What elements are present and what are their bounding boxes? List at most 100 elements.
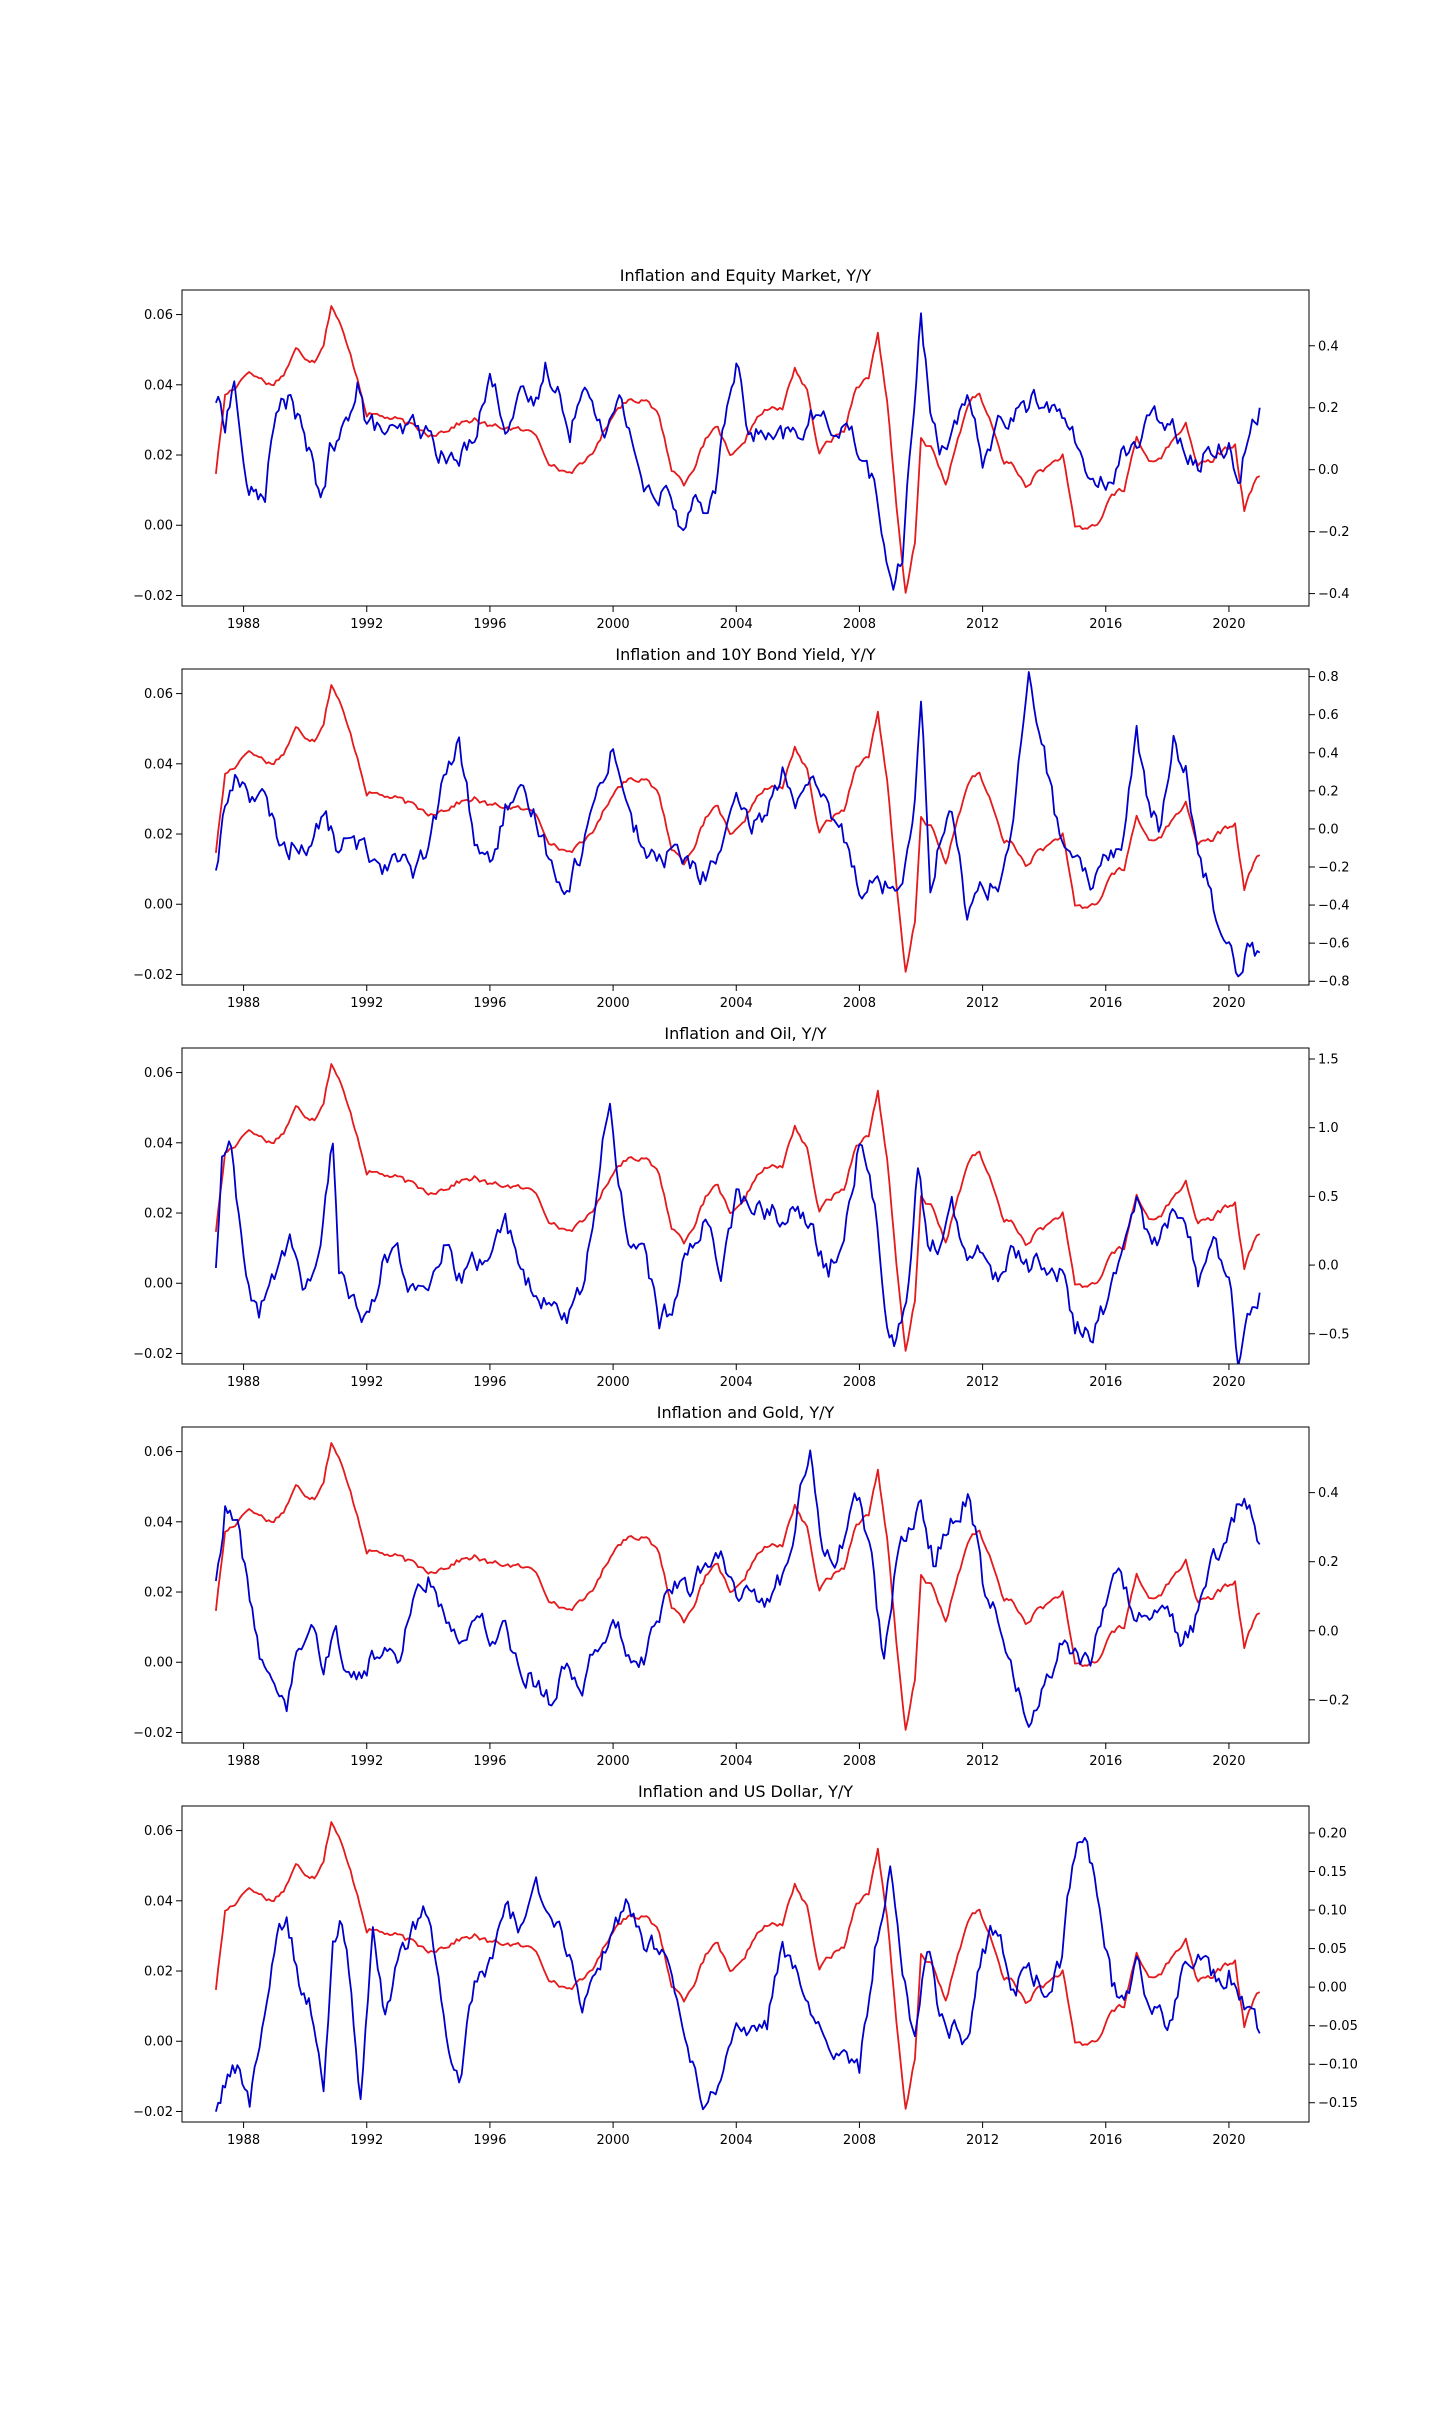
- x-tick-label: 1988: [227, 1754, 260, 1769]
- x-tick-label: 1996: [473, 2133, 506, 2148]
- right-y-tick-label: −0.2: [1318, 1693, 1350, 1708]
- left-y-tick-label: 0.00: [144, 1656, 173, 1671]
- right-y-tick-label: 1.0: [1318, 1121, 1339, 1136]
- panel-inflation-and-oil-y-y: Inflation and Oil, Y/Y 1988 1992 1996 2000 20…: [133, 1024, 1349, 1390]
- series-line-10y-bond-yield-y-y: [215, 671, 1261, 978]
- x-tick-label: 2008: [843, 617, 876, 632]
- right-y-tick-label: −0.4: [1318, 587, 1350, 602]
- x-tick-label: 1996: [473, 1754, 506, 1769]
- left-y-tick-label: 0.06: [144, 1445, 173, 1460]
- right-y-tick-label: 0.2: [1318, 784, 1339, 799]
- right-y-tick-label: 0.0: [1318, 822, 1339, 837]
- x-tick-label: 1988: [227, 617, 260, 632]
- left-y-tick-label: 0.04: [144, 1515, 173, 1530]
- panel-title: Inflation and Oil, Y/Y: [664, 1024, 826, 1043]
- right-y-tick-label: 0.20: [1318, 1826, 1347, 1841]
- series-line-equity-market-y-y: [215, 312, 1261, 591]
- right-y-tick-label: −0.2: [1318, 860, 1350, 875]
- left-y-tick-label: 0.00: [144, 519, 173, 534]
- right-y-tick-label: 0.2: [1318, 1555, 1339, 1570]
- x-tick-label: 2004: [720, 1754, 753, 1769]
- right-y-tick-label: −0.5: [1318, 1327, 1350, 1342]
- x-tick-label: 1988: [227, 996, 260, 1011]
- right-y-tick-label: 0.0: [1318, 1259, 1339, 1274]
- right-y-tick-label: 0.4: [1318, 339, 1339, 354]
- left-y-tick-label: 0.06: [144, 687, 173, 702]
- right-y-tick-label: 0.6: [1318, 708, 1339, 723]
- right-y-tick-label: 0.5: [1318, 1190, 1339, 1205]
- panel-inflation-and-10y-bond-yield-y-y: Inflation and 10Y Bond Yield, Y/Y 1988 199…: [133, 645, 1349, 1011]
- series-line-inflation-y-y: [215, 684, 1261, 973]
- x-tick-label: 2016: [1089, 617, 1122, 632]
- left-y-tick-label: 0.02: [144, 449, 173, 464]
- x-tick-label: 2008: [843, 1375, 876, 1390]
- series-line-inflation-y-y: [215, 305, 1261, 594]
- x-tick-label: 2004: [720, 996, 753, 1011]
- x-tick-label: 2008: [843, 2133, 876, 2148]
- right-y-tick-label: 0.15: [1318, 1865, 1347, 1880]
- x-tick-label: 1992: [350, 2133, 383, 2148]
- x-tick-label: 2016: [1089, 2133, 1122, 2148]
- x-tick-label: 2000: [597, 2133, 630, 2148]
- series-line-inflation-y-y: [215, 1821, 1261, 2110]
- right-y-tick-label: 0.0: [1318, 463, 1339, 478]
- right-y-tick-label: −0.2: [1318, 525, 1350, 540]
- x-tick-label: 2020: [1212, 1754, 1245, 1769]
- left-y-tick-label: 0.06: [144, 308, 173, 323]
- x-tick-label: 1992: [350, 996, 383, 1011]
- panel-inflation-and-gold-y-y: Inflation and Gold, Y/Y 1988 1992 1996 2000 2…: [133, 1403, 1349, 1769]
- x-tick-label: 2012: [966, 996, 999, 1011]
- series-line-inflation-y-y: [215, 1063, 1261, 1352]
- left-y-tick-label: 0.04: [144, 1136, 173, 1151]
- x-tick-label: 2020: [1212, 996, 1245, 1011]
- x-tick-label: 2012: [966, 2133, 999, 2148]
- right-y-tick-label: −0.15: [1318, 2096, 1358, 2111]
- x-tick-label: 2008: [843, 996, 876, 1011]
- x-tick-label: 2016: [1089, 1754, 1122, 1769]
- right-y-tick-label: 0.4: [1318, 746, 1339, 761]
- x-tick-label: 2004: [720, 617, 753, 632]
- right-y-tick-label: −0.10: [1318, 2058, 1358, 2073]
- panel-title: Inflation and Equity Market, Y/Y: [620, 266, 872, 285]
- left-y-tick-label: 0.02: [144, 1207, 173, 1222]
- x-tick-label: 1992: [350, 1754, 383, 1769]
- x-tick-label: 2020: [1212, 617, 1245, 632]
- x-tick-label: 2016: [1089, 1375, 1122, 1390]
- left-y-tick-label: 0.02: [144, 1965, 173, 1980]
- x-tick-label: 2000: [597, 1754, 630, 1769]
- x-tick-label: 2000: [597, 996, 630, 1011]
- x-tick-label: 1988: [227, 2133, 260, 2148]
- x-tick-label: 2008: [843, 1754, 876, 1769]
- right-y-tick-label: 0.00: [1318, 1981, 1347, 1996]
- x-tick-label: 1996: [473, 996, 506, 1011]
- left-y-tick-label: −0.02: [133, 968, 173, 983]
- x-tick-label: 2012: [966, 1754, 999, 1769]
- x-tick-label: 2012: [966, 1375, 999, 1390]
- x-tick-label: 1988: [227, 1375, 260, 1390]
- x-tick-label: 2000: [597, 617, 630, 632]
- right-y-tick-label: 0.10: [1318, 1904, 1347, 1919]
- right-y-tick-label: −0.05: [1318, 2019, 1358, 2034]
- x-tick-label: 2004: [720, 2133, 753, 2148]
- x-tick-label: 1996: [473, 617, 506, 632]
- left-y-tick-label: 0.04: [144, 1894, 173, 1909]
- x-tick-label: 2012: [966, 617, 999, 632]
- right-y-tick-label: 0.05: [1318, 1942, 1347, 1957]
- right-y-tick-label: −0.8: [1318, 975, 1350, 990]
- left-y-tick-label: 0.06: [144, 1066, 173, 1081]
- panel-title: Inflation and 10Y Bond Yield, Y/Y: [615, 645, 875, 664]
- plot-frame: [181, 668, 1310, 986]
- left-y-tick-label: 0.06: [144, 1824, 173, 1839]
- panel-title: Inflation and Gold, Y/Y: [657, 1403, 835, 1422]
- x-tick-label: 2020: [1212, 1375, 1245, 1390]
- right-y-tick-label: 0.8: [1318, 670, 1339, 685]
- x-tick-label: 2016: [1089, 996, 1122, 1011]
- panel-inflation-and-us-dollar-y-y: Inflation and US Dollar, Y/Y 1988 1992 1996…: [133, 1782, 1358, 2148]
- plot-frame: [181, 1426, 1310, 1744]
- right-y-tick-label: 1.5: [1318, 1052, 1339, 1067]
- right-y-tick-label: −0.4: [1318, 899, 1350, 914]
- series-line-us-dollar-y-y: [215, 1836, 1261, 2112]
- left-y-tick-label: −0.02: [133, 589, 173, 604]
- x-tick-label: 2000: [597, 1375, 630, 1390]
